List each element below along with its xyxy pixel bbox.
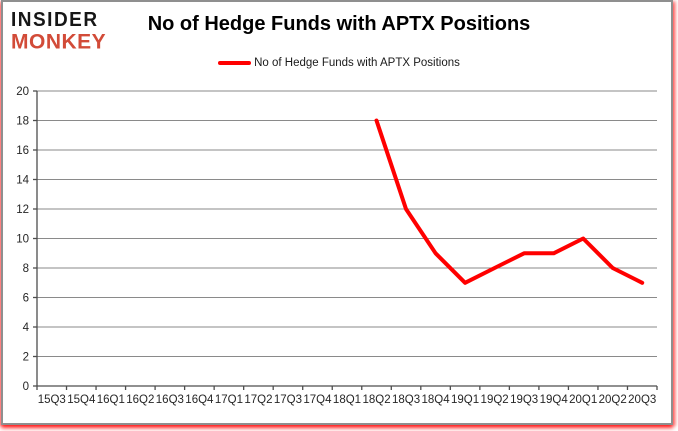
- legend-line-swatch: [218, 61, 252, 65]
- x-tick-label: 19Q3: [510, 394, 538, 406]
- y-tick-label: 16: [16, 145, 29, 157]
- legend-series-label: No of Hedge Funds with APTX Positions: [254, 57, 460, 69]
- chart-legend: No of Hedge Funds with APTX Positions: [0, 56, 678, 70]
- x-tick-label: 20Q1: [569, 394, 597, 406]
- y-tick-label: 12: [16, 204, 29, 216]
- y-tick-label: 10: [16, 234, 29, 246]
- x-tick-label: 20Q2: [599, 394, 627, 406]
- y-axis: 0 2 4 6 8 10 12 14 16 18 20: [16, 86, 38, 393]
- x-tick-label: 19Q4: [540, 394, 569, 406]
- x-tick-label: 18Q2: [362, 394, 390, 406]
- x-tick-label: 18Q1: [333, 394, 361, 406]
- x-tick-label: 20Q3: [628, 394, 656, 406]
- y-tick-label: 0: [23, 381, 29, 393]
- y-tick-label: 6: [23, 293, 29, 305]
- x-axis: 15Q3 15Q4 16Q1 16Q2 16Q3 16Q4 17Q1 17Q2 17Q3 17Q4…: [36, 385, 658, 406]
- insider-monkey-logo: INSIDER MONKEY: [11, 10, 106, 52]
- x-tick-label: 17Q2: [244, 394, 272, 406]
- y-tick-label: 14: [16, 175, 29, 187]
- x-tick-label: 15Q3: [38, 394, 66, 406]
- y-tick-label: 2: [23, 352, 29, 364]
- x-tick-label: 17Q4: [303, 394, 332, 406]
- y-tick-label: 8: [23, 263, 29, 275]
- y-tick-label: 18: [16, 116, 29, 128]
- x-tick-label: 16Q4: [185, 394, 214, 406]
- x-tick-label: 17Q1: [215, 394, 243, 406]
- chart-frame: [1, 0, 673, 425]
- x-tick-label: 16Q1: [97, 394, 125, 406]
- x-tick-label: 17Q3: [274, 394, 302, 406]
- chart-title: No of Hedge Funds with APTX Positions: [147, 13, 531, 35]
- y-tick-label: 4: [23, 322, 30, 334]
- horizontal-gridlines: [37, 90, 657, 357]
- series-line-hedge-funds: [374, 118, 645, 285]
- x-tick-label: 19Q1: [451, 394, 479, 406]
- y-tick-label: 20: [16, 86, 29, 98]
- x-tick-label: 16Q3: [156, 394, 184, 406]
- logo-text-monkey: MONKEY: [11, 29, 107, 54]
- logo-text-insider: INSIDER: [11, 8, 99, 32]
- x-tick-label: 18Q3: [392, 394, 420, 406]
- x-tick-label: 18Q4: [422, 394, 451, 406]
- x-tick-label: 19Q2: [481, 394, 509, 406]
- x-tick-label: 15Q4: [67, 394, 96, 406]
- x-tick-label: 16Q2: [126, 394, 154, 406]
